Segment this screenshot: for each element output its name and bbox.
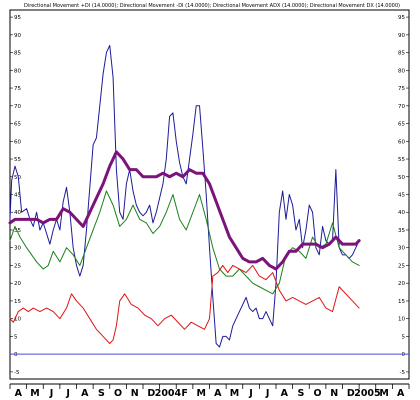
x-tick-label-month: M bbox=[379, 388, 388, 399]
x-tick-label-month: A bbox=[397, 388, 405, 399]
x-tick-label-month: A bbox=[81, 388, 89, 399]
y-tick-label-left: 75 bbox=[14, 86, 21, 92]
y-tick-label-left: 30 bbox=[14, 246, 21, 252]
y-tick-label-right: 40 bbox=[398, 210, 405, 216]
x-tick-label-month: N bbox=[330, 388, 338, 399]
series-line-3 bbox=[9, 264, 360, 345]
y-tick-label-right: 80 bbox=[398, 68, 405, 74]
y-tick-label-left: 90 bbox=[14, 33, 21, 39]
y-tick-label-left: 45 bbox=[14, 193, 21, 199]
y-tick-label-left: 65 bbox=[14, 122, 21, 128]
y-tick-label-right: 0 bbox=[402, 352, 406, 358]
x-tick-label-year: 2004 bbox=[155, 388, 182, 399]
series-line-2 bbox=[9, 190, 360, 295]
y-tick-label-left: 70 bbox=[14, 104, 21, 110]
x-tick-label-month: O bbox=[314, 388, 322, 399]
x-tick-label-month: M bbox=[30, 388, 39, 399]
x-tick-label-month: J bbox=[65, 388, 70, 399]
y-tick-label-left: 55 bbox=[14, 157, 21, 163]
x-tick-label-month: M bbox=[196, 388, 205, 399]
y-tick-label-right: 45 bbox=[398, 193, 405, 199]
series-layer bbox=[8, 44, 361, 348]
y-tick-label-right: 5 bbox=[402, 334, 406, 340]
y-tick-label-right: 95 bbox=[398, 15, 405, 21]
x-tick-label-month: J bbox=[248, 388, 253, 399]
y-tick-label-right: 60 bbox=[398, 139, 405, 145]
x-tick-label-month: D bbox=[147, 388, 155, 399]
y-tick-label-left: 25 bbox=[14, 263, 21, 269]
x-tick-label-month: F bbox=[181, 388, 188, 399]
y-tick-label-left: 50 bbox=[14, 175, 21, 181]
x-tick-label-month: A bbox=[214, 388, 222, 399]
y-tick-label-right: 90 bbox=[398, 33, 405, 39]
y-tick-label-right: 35 bbox=[398, 228, 405, 234]
y-tick-label-left: 80 bbox=[14, 68, 21, 74]
x-tick-label-month: J bbox=[49, 388, 54, 399]
y-tick-label-left: 60 bbox=[14, 139, 21, 145]
y-tick-label-left: 35 bbox=[14, 228, 21, 234]
y-tick-label-right: 50 bbox=[398, 175, 405, 181]
y-tick-label-right: 70 bbox=[398, 104, 405, 110]
x-tick-label-month: A bbox=[281, 388, 289, 399]
x-tick-label-year: 2005 bbox=[354, 388, 380, 399]
x-tick-label-month: A bbox=[15, 388, 23, 399]
x-tick-label-month: D bbox=[347, 388, 355, 399]
y-tick-label-right: 25 bbox=[398, 263, 405, 269]
series-line-4 bbox=[8, 150, 361, 271]
x-tick-label-month: S bbox=[298, 388, 305, 399]
x-tick-label-month: O bbox=[114, 388, 122, 399]
y-tick-label-left: 5 bbox=[14, 334, 18, 340]
y-tick-label-left: -5 bbox=[14, 370, 20, 376]
y-tick-label-right: 10 bbox=[398, 317, 405, 323]
y-tick-label-right: 15 bbox=[398, 299, 405, 305]
y-tick-label-right: -5 bbox=[400, 370, 406, 376]
y-tick-label-left: 40 bbox=[14, 210, 21, 216]
y-tick-label-right: 55 bbox=[398, 157, 405, 163]
y-tick-label-left: 20 bbox=[14, 281, 21, 287]
y-tick-label-left: 0 bbox=[14, 352, 18, 358]
x-tick-label-month: M bbox=[230, 388, 239, 399]
y-tick-label-right: 65 bbox=[398, 122, 405, 128]
y-tick-label-left: 95 bbox=[14, 15, 21, 21]
y-tick-label-right: 85 bbox=[398, 51, 405, 57]
y-tick-label-left: 85 bbox=[14, 51, 21, 57]
y-tick-label-right: 20 bbox=[398, 281, 405, 287]
y-tick-label-right: 75 bbox=[398, 86, 405, 92]
x-tick-label-month: N bbox=[131, 388, 139, 399]
y-tick-label-right: 30 bbox=[398, 246, 405, 252]
y-tick-label-left: 10 bbox=[14, 317, 21, 323]
series-line-1 bbox=[9, 44, 360, 348]
y-tick-label-left: 15 bbox=[14, 299, 21, 305]
x-tick-label-month: J bbox=[265, 388, 270, 399]
chart-title: Directional Movement +DI (14.0000); Dire… bbox=[24, 3, 400, 9]
x-tick-label-month: S bbox=[98, 388, 105, 399]
